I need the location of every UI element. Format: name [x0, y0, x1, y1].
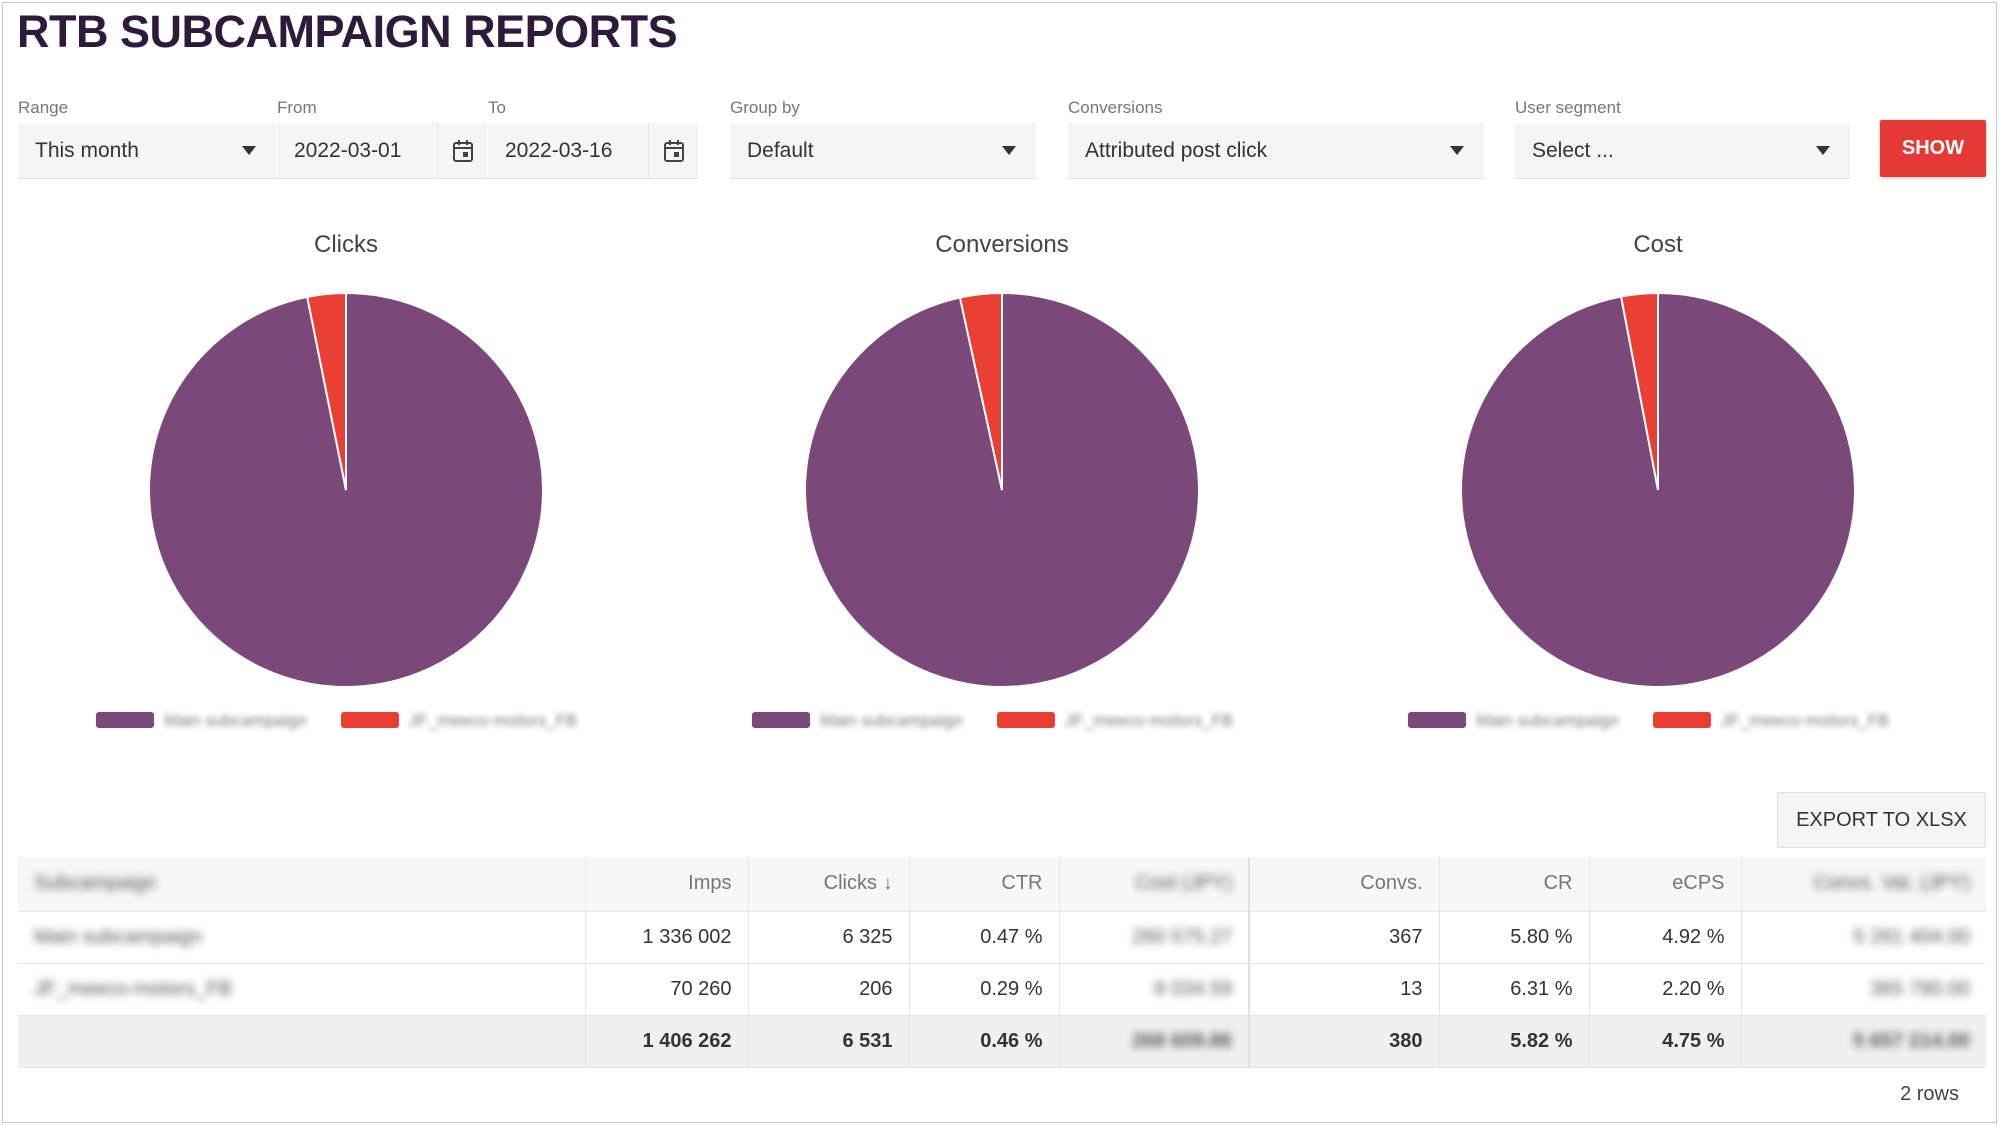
- pie-slice[interactable]: [958, 291, 1003, 491]
- cell-imps: 70 260: [584, 963, 748, 1016]
- pie-charts: Clicks Main subcampaign JF_meeco-motors_FB…: [96, 231, 1889, 730]
- conversions-select[interactable]: Attributed post click: [1068, 123, 1484, 179]
- calendar-icon[interactable]: [437, 123, 487, 179]
- to-label: To: [488, 98, 506, 117]
- user-segment-value: Select ...: [1532, 138, 1614, 162]
- legend-swatch: [1408, 712, 1466, 728]
- chevron-down-icon: [242, 146, 256, 155]
- group-by-label: Group by: [730, 98, 800, 117]
- group-by-select[interactable]: Default: [730, 123, 1036, 179]
- chart-title: Cost: [1633, 231, 1683, 258]
- cell-ctr: 0.29 %: [908, 963, 1059, 1016]
- legend-label[interactable]: Main subcampaign: [164, 711, 307, 730]
- row-count: 2 rows: [1900, 1082, 1959, 1105]
- to-date-value: 2022-03-16: [505, 138, 613, 162]
- group-by-value: Default: [747, 138, 814, 162]
- table-total-row: 1 406 262 6 531 0.46 % 268 609.86 380 5.…: [18, 1015, 1986, 1068]
- column-header-ecps[interactable]: eCPS: [1588, 857, 1741, 912]
- column-header-clicks[interactable]: Clicks ↓: [747, 857, 909, 912]
- cell-total-ecps: 4.75 %: [1588, 1015, 1741, 1068]
- cell-convs: 13: [1248, 963, 1439, 1016]
- cell-total-ctr: 0.46 %: [908, 1015, 1059, 1068]
- range-label: Range: [18, 98, 69, 117]
- legend-swatch: [997, 712, 1055, 728]
- legend-label[interactable]: JF_meeco-motors_FB: [409, 711, 577, 730]
- pie-slice[interactable]: [306, 291, 347, 491]
- cell-cr: 6.31 %: [1438, 963, 1589, 1016]
- cell-total-cost: 268 609.86: [1058, 1015, 1249, 1068]
- conversions-value: Attributed post click: [1085, 138, 1268, 162]
- cell-total-clicks: 6 531: [747, 1015, 909, 1068]
- legend-label[interactable]: JF_meeco-motors_FB: [1065, 711, 1233, 730]
- from-date-input[interactable]: 2022-03-01: [277, 123, 487, 179]
- legend-swatch: [341, 712, 399, 728]
- column-header-convs-val[interactable]: Convs. Val. (JPY): [1740, 857, 1986, 912]
- cell-ctr: 0.47 %: [908, 911, 1059, 964]
- cell-total-cr: 5.82 %: [1438, 1015, 1589, 1068]
- cell-cr: 5.80 %: [1438, 911, 1589, 964]
- from-label: From: [277, 98, 317, 117]
- cell-total-imps: 1 406 262: [584, 1015, 748, 1068]
- user-segment-label: User segment: [1515, 98, 1621, 117]
- range-select[interactable]: This month: [18, 123, 276, 179]
- cell-total-convs-val: 5 657 214.00: [1740, 1015, 1986, 1068]
- legend-label[interactable]: Main subcampaign: [820, 711, 963, 730]
- arrow-down-icon: ↓: [883, 873, 893, 895]
- cell-convs: 367: [1248, 911, 1439, 964]
- cell-subcampaign: Main subcampaign: [18, 911, 585, 964]
- export-xlsx-button[interactable]: EXPORT TO XLSX: [1777, 792, 1986, 848]
- table-header-row: Subcampaign Imps Clicks ↓ CTR Cost (JPY) …: [18, 857, 1986, 912]
- column-header-subcampaign[interactable]: Subcampaign: [18, 857, 585, 912]
- calendar-icon[interactable]: [648, 123, 698, 179]
- column-header-cr[interactable]: CR: [1438, 857, 1589, 912]
- chevron-down-icon: [1002, 146, 1016, 155]
- column-header-imps[interactable]: Imps: [584, 857, 748, 912]
- show-button[interactable]: SHOW: [1880, 120, 1986, 177]
- cell-total-convs: 380: [1248, 1015, 1439, 1068]
- chevron-down-icon: [1450, 146, 1464, 155]
- table-row[interactable]: Main subcampaign 1 336 002 6 325 0.47 % …: [18, 911, 1986, 964]
- cell-clicks: 6 325: [747, 911, 909, 964]
- cell-cost: 260 575.27: [1058, 911, 1249, 964]
- page-title: RTB SUBCAMPAIGN REPORTS: [17, 6, 678, 57]
- cell-convs-val: 5 281 404.00: [1740, 911, 1986, 964]
- to-date-input[interactable]: 2022-03-16: [488, 123, 698, 179]
- chevron-down-icon: [1816, 146, 1830, 155]
- conversions-label: Conversions: [1068, 98, 1163, 117]
- report-table: Subcampaign Imps Clicks ↓ CTR Cost (JPY) …: [18, 857, 1986, 1068]
- from-date-value: 2022-03-01: [294, 138, 402, 162]
- cell-subcampaign: JF_meeco-motors_FB: [18, 963, 585, 1016]
- cell-ecps: 2.20 %: [1588, 963, 1741, 1016]
- legend-swatch: [752, 712, 810, 728]
- column-header-cost[interactable]: Cost (JPY): [1058, 857, 1249, 912]
- column-header-convs[interactable]: Convs.: [1248, 857, 1439, 912]
- pie-slice[interactable]: [1619, 291, 1659, 491]
- legend-swatch: [1653, 712, 1711, 728]
- chart-title: Clicks: [314, 231, 378, 258]
- table-row[interactable]: JF_meeco-motors_FB 70 260 206 0.29 % 8 0…: [18, 963, 1986, 1016]
- legend-swatch: [96, 712, 154, 728]
- legend-label[interactable]: Main subcampaign: [1476, 711, 1619, 730]
- chart-title: Conversions: [935, 231, 1068, 258]
- table-footer: 2 rows: [18, 1067, 1986, 1120]
- cell-convs-val: 365 780.00: [1740, 963, 1986, 1016]
- user-segment-select[interactable]: Select ...: [1515, 123, 1850, 179]
- cell-ecps: 4.92 %: [1588, 911, 1741, 964]
- range-value: This month: [35, 138, 139, 162]
- cell-clicks: 206: [747, 963, 909, 1016]
- cell-total-label: [18, 1015, 585, 1068]
- cell-imps: 1 336 002: [584, 911, 748, 964]
- legend-label[interactable]: JF_meeco-motors_FB: [1721, 711, 1889, 730]
- cell-cost: 8 034.59: [1058, 963, 1249, 1016]
- column-header-ctr[interactable]: CTR: [908, 857, 1059, 912]
